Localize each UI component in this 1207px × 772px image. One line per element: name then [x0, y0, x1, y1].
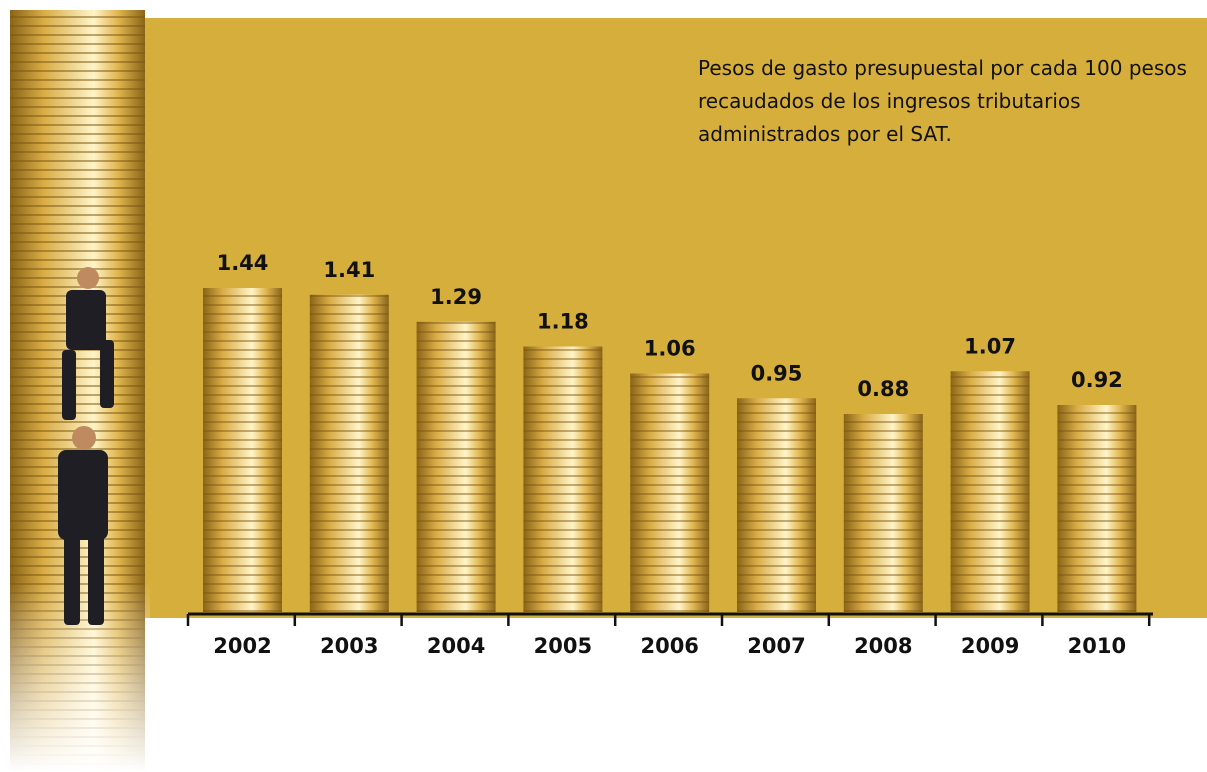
x-tick-label: 2002 [213, 634, 271, 658]
x-tick-label: 2007 [747, 634, 805, 658]
value-label: 0.88 [857, 377, 909, 401]
bar [737, 398, 816, 612]
value-label: 1.44 [217, 251, 269, 275]
value-label: 0.95 [751, 361, 803, 385]
value-label: 0.92 [1071, 368, 1123, 392]
x-tick-label: 2010 [1068, 634, 1126, 658]
chart-title: Pesos de gasto presupuestal por cada 100… [698, 56, 1187, 146]
x-tick-label: 2006 [640, 634, 698, 658]
value-label: 1.18 [537, 310, 589, 334]
bar [523, 346, 603, 612]
x-tick-label: 2009 [961, 634, 1019, 658]
value-label: 1.41 [323, 258, 375, 282]
bar [416, 321, 496, 612]
value-label: 1.06 [644, 337, 696, 361]
climbers [58, 267, 114, 625]
bar [950, 371, 1030, 612]
bar [309, 294, 389, 612]
value-label: 1.29 [430, 285, 482, 309]
x-tick-label: 2003 [320, 634, 378, 658]
x-tick-label: 2004 [427, 634, 485, 658]
bar [1057, 405, 1137, 612]
value-label: 1.07 [964, 334, 1016, 358]
bar [843, 414, 923, 612]
x-tick-label: 2008 [854, 634, 912, 658]
bar [203, 288, 282, 612]
x-tick-label: 2005 [534, 634, 592, 658]
bar [630, 373, 710, 612]
